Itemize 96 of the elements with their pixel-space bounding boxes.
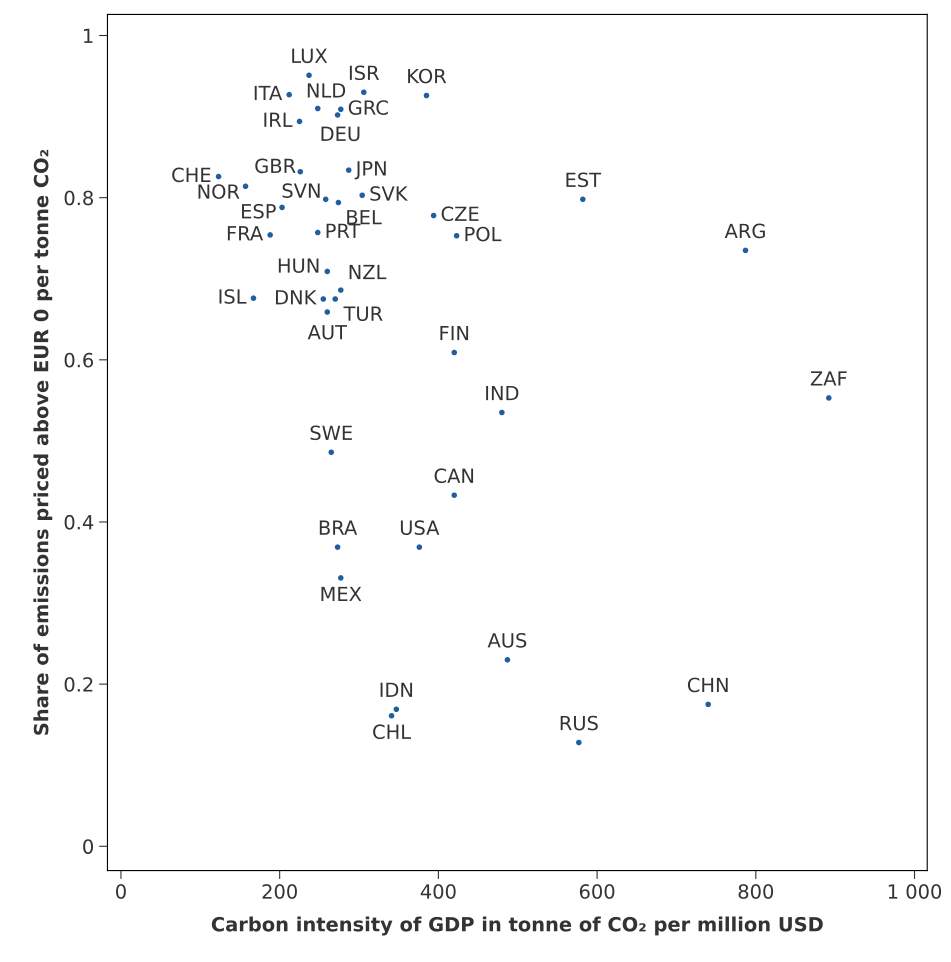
y-tick-label: 0.8: [64, 190, 93, 206]
point: [504, 657, 510, 663]
point: [334, 112, 340, 118]
point: [742, 248, 748, 254]
annotation: ITA: [254, 86, 282, 100]
point: [361, 89, 367, 96]
annotation: DEU: [322, 126, 360, 142]
annotation: ZAF: [810, 371, 847, 386]
annotation: POL: [465, 226, 502, 242]
point: [394, 706, 400, 712]
annotation: NLD: [308, 83, 346, 98]
y-tick-label: 0.2: [64, 677, 92, 692]
annotation: BRA: [320, 520, 358, 535]
point: [322, 196, 328, 202]
annotation: KOR: [408, 68, 446, 84]
annotation: AUT: [308, 325, 348, 340]
point: [324, 309, 330, 315]
x-axis-title: Carbon intensity of GDP in tonne of CO₂ per million USD: [212, 916, 823, 936]
annotation: ARG: [724, 224, 765, 238]
point: [328, 449, 334, 456]
x-tick-label: 1 000: [888, 884, 942, 899]
point: [320, 296, 326, 302]
annotation: FIN: [440, 326, 468, 340]
annotation: CHE: [172, 168, 210, 182]
annotation: SVK: [370, 186, 408, 201]
point: [705, 702, 711, 708]
annotation: ISL: [220, 289, 246, 304]
annotation: TUR: [343, 306, 383, 322]
annotation: IND: [486, 386, 518, 400]
annotation: ISR: [350, 65, 380, 80]
annotation: ESP: [242, 204, 276, 219]
annotation: HUN: [278, 258, 318, 273]
point: [296, 118, 302, 124]
x-tick-label: 0: [116, 884, 126, 899]
annotation: MEX: [321, 586, 362, 602]
annotation: AUS: [488, 633, 526, 648]
x-tick-label: 200: [262, 884, 297, 899]
point: [314, 106, 321, 112]
point: [451, 492, 458, 498]
point: [338, 575, 344, 581]
point: [430, 212, 436, 218]
point: [334, 544, 340, 550]
point: [338, 106, 344, 112]
point: [826, 395, 832, 401]
point: [324, 268, 330, 274]
point: [336, 200, 342, 206]
point: [242, 184, 248, 190]
point: [338, 287, 344, 293]
annotation: SWE: [310, 425, 352, 440]
y-tick-label: 0: [83, 839, 93, 854]
point: [250, 295, 256, 301]
point: [359, 192, 365, 198]
point: [279, 204, 285, 210]
annotation: LUX: [292, 48, 328, 64]
point: [499, 410, 505, 416]
point: [424, 92, 430, 98]
point: [580, 196, 586, 202]
y-tick-label: 0.4: [64, 514, 94, 530]
annotation: JPN: [354, 161, 386, 180]
annotation: BEL: [347, 210, 382, 224]
point: [306, 72, 312, 78]
annotation: PRT: [326, 224, 360, 238]
annotation: GBR: [255, 158, 296, 174]
annotation: SVN: [282, 183, 320, 198]
y-tick-label: 0.6: [64, 352, 94, 368]
annotation: CAN: [434, 468, 474, 484]
point: [216, 174, 222, 180]
annotation: IRL: [264, 112, 292, 127]
annotation: CZE: [442, 206, 479, 222]
point: [298, 168, 304, 174]
point: [451, 350, 458, 356]
y-tick-label: 1: [84, 28, 92, 43]
annotation: FRA: [228, 226, 264, 240]
x-tick-label: 400: [420, 884, 456, 899]
annotation: USA: [400, 520, 440, 536]
annotation: NOR: [198, 184, 240, 199]
point: [314, 230, 321, 236]
annotation: RUS: [560, 716, 598, 730]
annotation: CHL: [373, 724, 411, 740]
annotation: CHN: [688, 678, 728, 692]
point: [346, 167, 352, 173]
x-tick-label: 800: [738, 884, 774, 899]
annotation: GRC: [348, 100, 388, 115]
annotation: NZL: [350, 264, 386, 280]
x-tick-label: 600: [580, 884, 614, 899]
annotation: EST: [566, 172, 602, 188]
y-axis-title: Share of emissions priced above EUR 0 per tonne CO₂: [33, 150, 52, 735]
point: [576, 740, 582, 746]
point: [267, 232, 273, 238]
point: [332, 296, 338, 302]
annotation: DNK: [276, 290, 317, 304]
point: [286, 92, 292, 98]
point: [416, 544, 422, 550]
annotation: IDN: [380, 682, 412, 697]
point: [388, 712, 394, 719]
point: [454, 232, 460, 239]
